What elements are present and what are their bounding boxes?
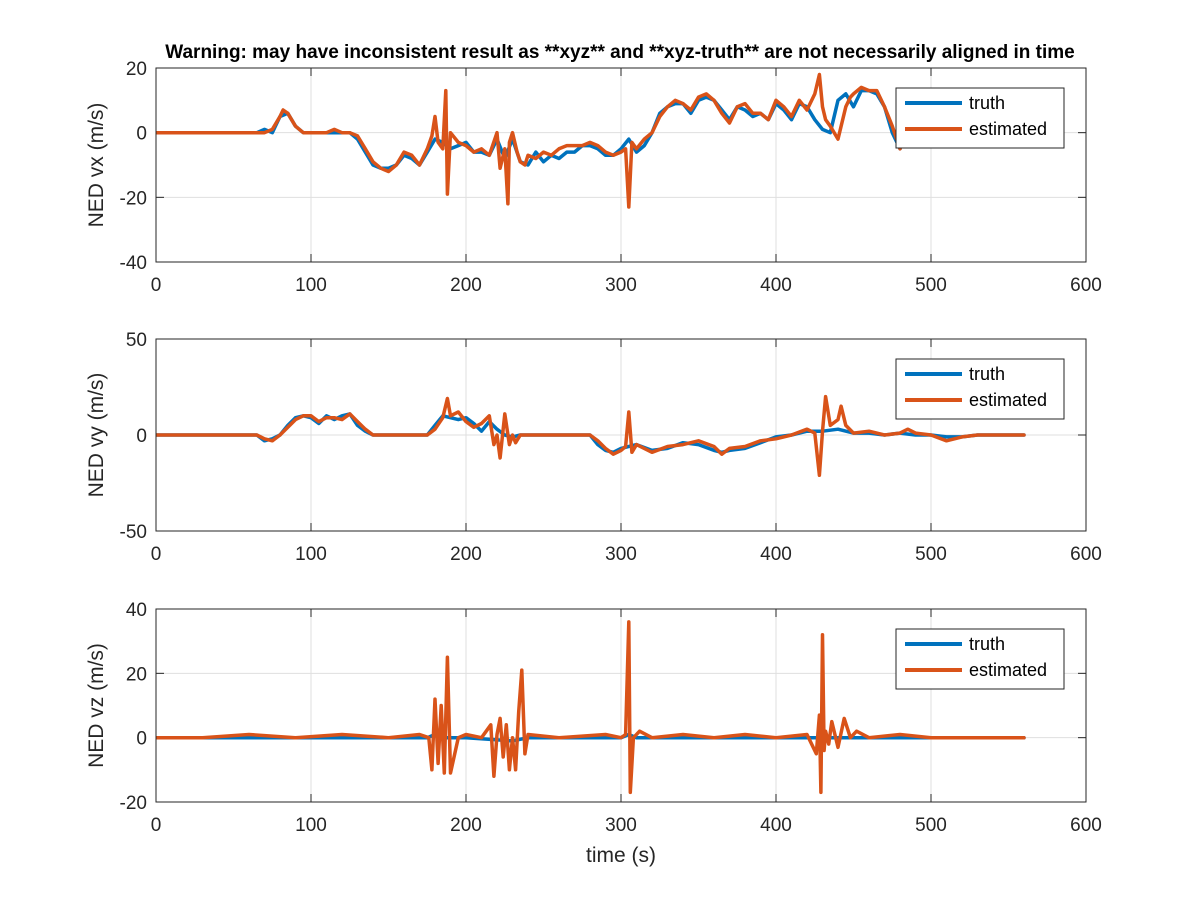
y-tick-label: -20 bbox=[120, 188, 147, 209]
x-tick-label: 300 bbox=[605, 815, 637, 836]
y-axis-label: NED vy (m/s) bbox=[85, 373, 108, 498]
x-tick-label: 200 bbox=[450, 544, 482, 565]
x-tick-label: 500 bbox=[915, 815, 947, 836]
y-tick-label: -20 bbox=[120, 793, 147, 814]
x-tick-label: 0 bbox=[151, 275, 162, 296]
y-tick-label: -40 bbox=[120, 253, 147, 274]
figure-title: Warning: may have inconsistent result as… bbox=[165, 42, 1074, 63]
series-line-estimated bbox=[156, 72, 902, 209]
y-tick-label: 50 bbox=[126, 330, 147, 351]
x-tick-label: 300 bbox=[605, 544, 637, 565]
x-tick-label: 100 bbox=[295, 815, 327, 836]
series-line-estimated bbox=[156, 620, 1026, 795]
x-tick-label: 400 bbox=[760, 275, 792, 296]
x-tick-label: 300 bbox=[605, 275, 637, 296]
legend: truth estimated bbox=[895, 628, 1065, 690]
x-tick-label: 500 bbox=[915, 544, 947, 565]
y-tick-label: 20 bbox=[126, 59, 147, 80]
legend-label-estimated: estimated bbox=[969, 660, 1047, 680]
x-tick-label: 200 bbox=[450, 815, 482, 836]
x-tick-label: 600 bbox=[1070, 815, 1102, 836]
plot-border bbox=[155, 608, 1087, 803]
x-tick-label: 0 bbox=[151, 815, 162, 836]
y-tick-label: 0 bbox=[136, 124, 147, 145]
legend-label-truth: truth bbox=[969, 364, 1005, 384]
legend-box bbox=[895, 628, 1065, 690]
legend-box bbox=[895, 87, 1065, 149]
y-tick-label: 40 bbox=[126, 600, 147, 621]
legend-label-truth: truth bbox=[969, 634, 1005, 654]
legend-box bbox=[895, 358, 1065, 420]
axes-1: 0 100 200 300 400 500 600 -40 -20 0 20 NED vx (m/s)… bbox=[85, 59, 1102, 296]
y-tick-label: 20 bbox=[126, 664, 147, 685]
plot-border bbox=[155, 338, 1087, 532]
y-tick-label: 0 bbox=[136, 426, 147, 447]
x-axis-label: time (s) bbox=[586, 844, 656, 867]
y-tick-label: -50 bbox=[120, 522, 147, 543]
x-tick-label: 400 bbox=[760, 544, 792, 565]
plot-border bbox=[155, 67, 1087, 263]
y-axis-label: NED vz (m/s) bbox=[85, 643, 108, 768]
x-tick-label: 400 bbox=[760, 815, 792, 836]
x-tick-label: 500 bbox=[915, 275, 947, 296]
y-axis-label: NED vx (m/s) bbox=[85, 103, 108, 228]
x-tick-label: 200 bbox=[450, 275, 482, 296]
legend-label-truth: truth bbox=[969, 93, 1005, 113]
x-tick-label: 100 bbox=[295, 275, 327, 296]
legend: truth estimated bbox=[895, 358, 1065, 420]
x-tick-label: 0 bbox=[151, 544, 162, 565]
legend: truth estimated bbox=[895, 87, 1065, 149]
y-tick-label: 0 bbox=[136, 729, 147, 750]
series-line-estimated bbox=[156, 394, 1026, 478]
x-tick-label: 600 bbox=[1070, 544, 1102, 565]
x-tick-label: 600 bbox=[1070, 275, 1102, 296]
legend-label-estimated: estimated bbox=[969, 119, 1047, 139]
x-tick-label: 100 bbox=[295, 544, 327, 565]
legend-label-estimated: estimated bbox=[969, 390, 1047, 410]
